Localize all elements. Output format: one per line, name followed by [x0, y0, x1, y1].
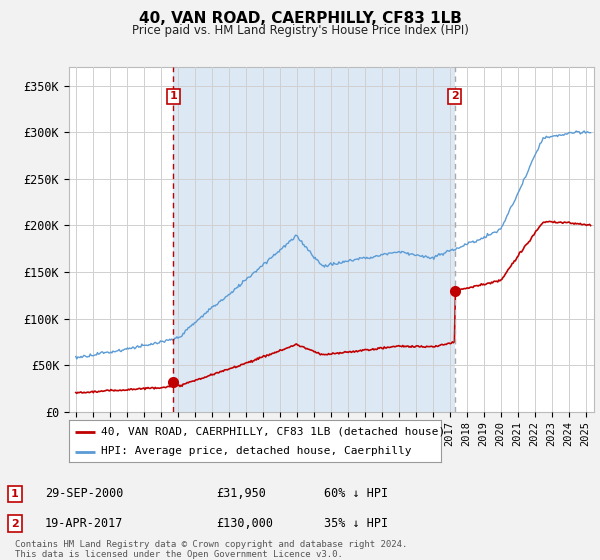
Bar — [173, 67, 455, 412]
Text: 19-APR-2017: 19-APR-2017 — [45, 517, 124, 530]
Text: 1: 1 — [170, 91, 178, 101]
Text: 29-SEP-2000: 29-SEP-2000 — [45, 487, 124, 501]
Text: This data is licensed under the Open Government Licence v3.0.: This data is licensed under the Open Gov… — [15, 550, 343, 559]
Text: 1: 1 — [11, 489, 19, 499]
Text: 2: 2 — [11, 519, 19, 529]
Text: Price paid vs. HM Land Registry's House Price Index (HPI): Price paid vs. HM Land Registry's House … — [131, 24, 469, 36]
Text: HPI: Average price, detached house, Caerphilly: HPI: Average price, detached house, Caer… — [101, 446, 411, 456]
Text: 60% ↓ HPI: 60% ↓ HPI — [324, 487, 388, 501]
Text: Contains HM Land Registry data © Crown copyright and database right 2024.: Contains HM Land Registry data © Crown c… — [15, 540, 407, 549]
Text: 35% ↓ HPI: 35% ↓ HPI — [324, 517, 388, 530]
Text: £130,000: £130,000 — [216, 517, 273, 530]
Text: 2: 2 — [451, 91, 458, 101]
Text: 40, VAN ROAD, CAERPHILLY, CF83 1LB (detached house): 40, VAN ROAD, CAERPHILLY, CF83 1LB (deta… — [101, 427, 445, 437]
Text: £31,950: £31,950 — [216, 487, 266, 501]
Text: 40, VAN ROAD, CAERPHILLY, CF83 1LB: 40, VAN ROAD, CAERPHILLY, CF83 1LB — [139, 11, 461, 26]
